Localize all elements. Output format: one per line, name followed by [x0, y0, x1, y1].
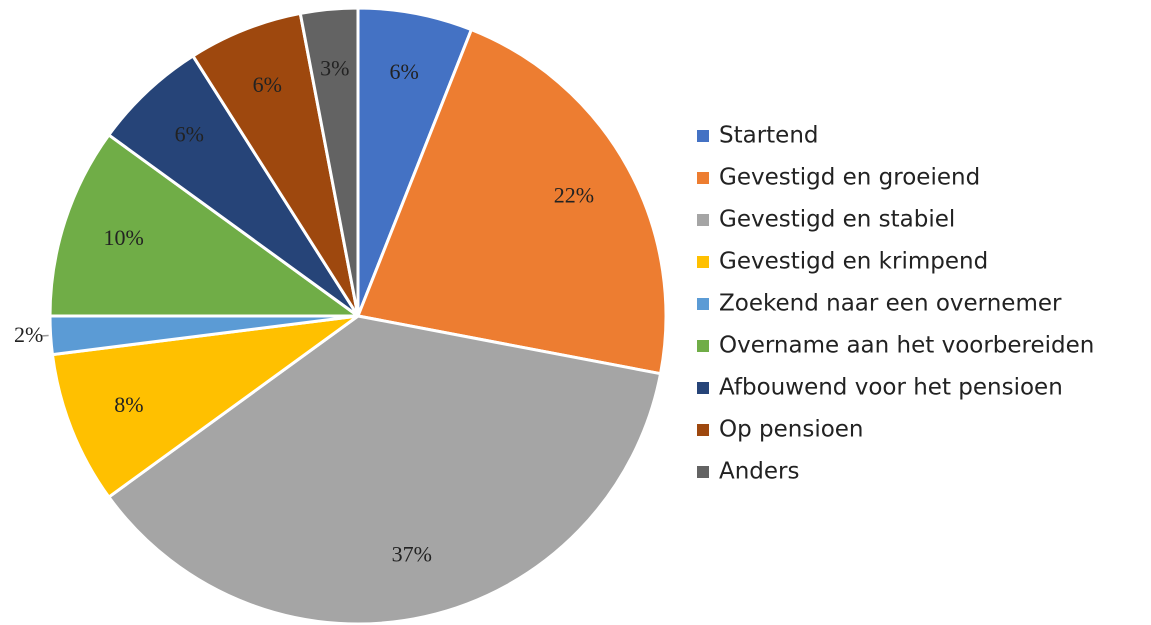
data-label: 3% [320, 56, 349, 81]
pie-slice [48, 132, 363, 318]
legend-label: Gevestigd en stabiel [719, 207, 955, 233]
legend-swatch [697, 340, 709, 352]
legend-label: Gevestigd en groeiend [719, 165, 980, 191]
data-label: 2% [14, 322, 43, 347]
data-label: 6% [390, 59, 419, 84]
legend-swatch [697, 424, 709, 436]
legend-swatch [697, 298, 709, 310]
pie-slice [50, 314, 359, 500]
legend-label: Gevestigd en krimpend [719, 249, 988, 275]
legend-label: Startend [719, 123, 819, 149]
data-label: 37% [392, 542, 432, 567]
pie-slice [298, 6, 360, 317]
legend-swatch [697, 172, 709, 184]
legend-swatch [697, 256, 709, 268]
legend-swatch [697, 214, 709, 226]
pie-slice [355, 27, 668, 376]
legend-swatch [697, 466, 709, 478]
data-label: 6% [175, 121, 204, 146]
leader-line [40, 334, 49, 337]
legend-label: Zoekend naar een overnemer [719, 291, 1062, 317]
legend-label: Anders [719, 459, 800, 485]
data-label: 10% [103, 225, 143, 250]
legend-label: Overname aan het voorbereiden [719, 333, 1094, 359]
data-label: 22% [554, 182, 594, 207]
data-label: 8% [114, 392, 143, 417]
legend-label: Afbouwend voor het pensioen [719, 375, 1063, 401]
legend-label: Op pensioen [719, 417, 864, 443]
legend-swatch [697, 130, 709, 142]
data-label: 6% [253, 72, 282, 97]
legend-swatch [697, 382, 709, 394]
pie-slice [106, 314, 663, 625]
